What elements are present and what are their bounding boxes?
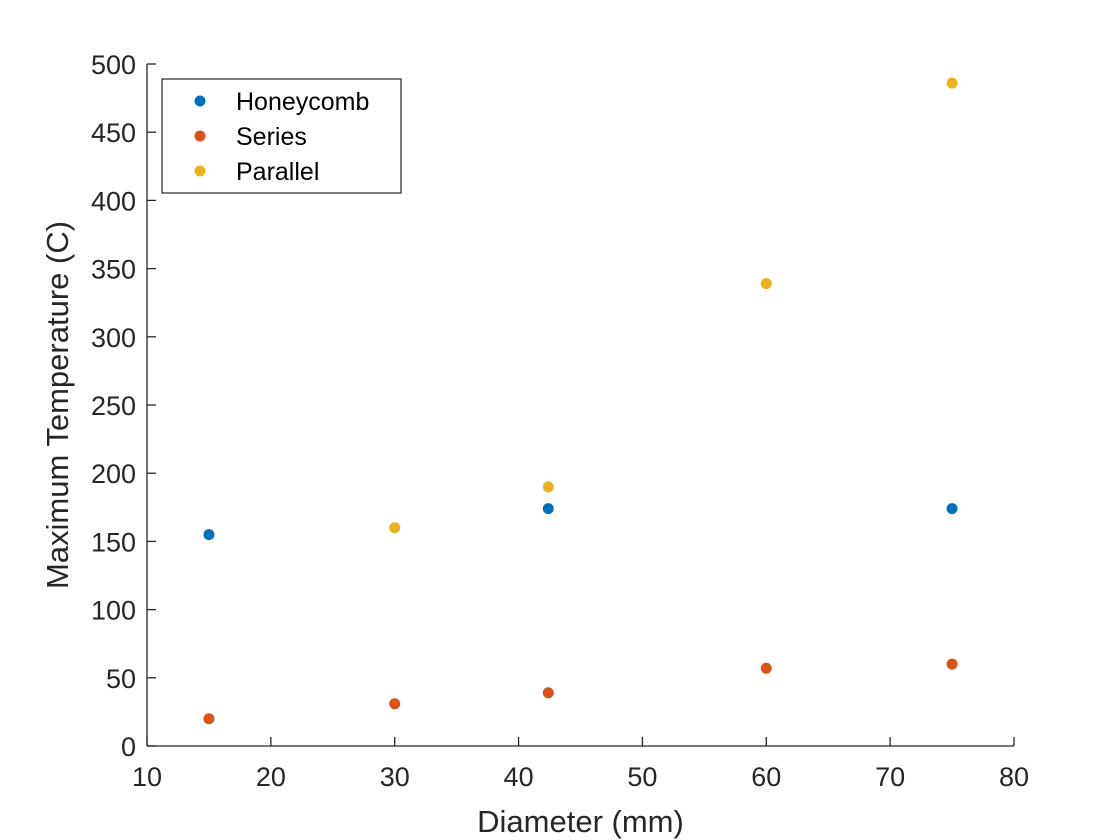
series-honeycomb xyxy=(203,503,958,541)
data-point xyxy=(946,503,958,515)
data-point xyxy=(203,529,215,541)
axes xyxy=(146,63,1015,747)
x-tick-label: 50 xyxy=(627,762,657,792)
legend-label: Series xyxy=(236,123,307,151)
y-tick-label: 300 xyxy=(91,323,136,353)
data-point xyxy=(760,662,772,674)
legend: Honeycomb Series Parallel xyxy=(161,78,402,194)
y-tick-label: 50 xyxy=(106,664,136,694)
x-tick-label: 10 xyxy=(132,762,162,792)
series-series xyxy=(203,658,958,725)
legend-marker xyxy=(194,130,206,142)
data-point xyxy=(203,713,215,725)
y-tick-label: 100 xyxy=(91,596,136,626)
data-point xyxy=(760,278,772,290)
y-tick-label: 150 xyxy=(91,527,136,557)
y-tick-label: 0 xyxy=(121,732,136,762)
y-tick-label: 500 xyxy=(91,50,136,80)
y-tick-label: 400 xyxy=(91,186,136,216)
legend-label: Parallel xyxy=(236,158,319,186)
x-tick-label: 60 xyxy=(751,762,781,792)
series-parallel xyxy=(389,77,958,534)
x-tick-label: 70 xyxy=(875,762,905,792)
data-point xyxy=(946,77,958,89)
legend-marker xyxy=(194,95,206,107)
y-tick-label: 200 xyxy=(91,459,136,489)
x-tick-label: 80 xyxy=(999,762,1029,792)
tick-labels: 10 20 30 40 50 60 70 80 0 50 100 150 200 250 300 350 400… xyxy=(91,50,1029,792)
data-point xyxy=(946,658,958,670)
y-tick-label: 250 xyxy=(91,391,136,421)
x-tick-label: 20 xyxy=(256,762,286,792)
data-point xyxy=(389,698,401,710)
data-point xyxy=(542,481,554,493)
legend-marker xyxy=(194,165,206,177)
x-tick-label: 30 xyxy=(380,762,410,792)
x-tick-label: 40 xyxy=(504,762,534,792)
x-axis-label: Diameter (mm) xyxy=(477,804,684,839)
y-axis-label: Maximum Temperature (C) xyxy=(40,221,75,589)
legend-label: Honeycomb xyxy=(236,88,369,116)
data-points xyxy=(203,77,958,725)
data-point xyxy=(389,522,401,534)
y-tick-label: 450 xyxy=(91,118,136,148)
data-point xyxy=(542,503,554,515)
y-tick-label: 350 xyxy=(91,255,136,285)
data-point xyxy=(542,687,554,699)
